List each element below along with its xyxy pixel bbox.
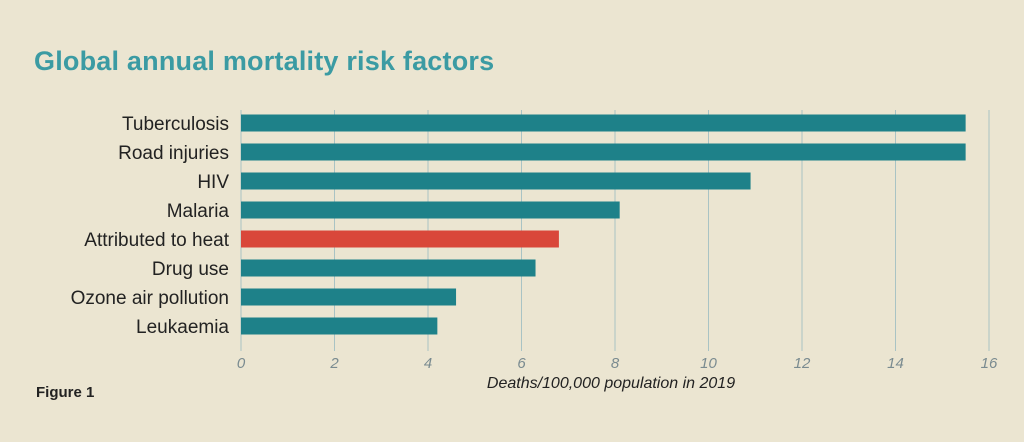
bar-hiv <box>241 172 751 190</box>
category-label: Attributed to heat <box>84 230 229 251</box>
bar-drug-use <box>241 259 536 277</box>
x-tick-label: 6 <box>517 355 526 372</box>
bar-attributed-to-heat <box>241 230 559 248</box>
category-label: Malaria <box>167 201 230 222</box>
x-tick-label: 0 <box>237 355 246 372</box>
bar-ozone-air-pollution <box>241 288 457 306</box>
figure-caption: Figure 1 <box>36 384 95 401</box>
x-axis-label: Deaths/100,000 population in 2019 <box>487 375 735 392</box>
category-label: Tuberculosis <box>122 114 229 135</box>
chart-title: Global annual mortality risk factors <box>34 46 495 76</box>
category-label: Leukaemia <box>136 317 229 338</box>
bar-tuberculosis <box>241 114 966 132</box>
x-tick-label: 16 <box>981 355 998 372</box>
category-label: Ozone air pollution <box>71 288 229 309</box>
x-tick-label: 10 <box>700 355 717 372</box>
category-label: Drug use <box>152 259 229 280</box>
x-tick-label: 8 <box>611 355 620 372</box>
x-tick-label: 12 <box>794 355 811 372</box>
bar-leukaemia <box>241 317 438 335</box>
x-tick-label: 2 <box>329 355 339 372</box>
x-tick-label: 4 <box>424 355 432 372</box>
bar-malaria <box>241 201 620 219</box>
category-label: HIV <box>197 172 229 193</box>
category-label: Road injuries <box>118 143 229 164</box>
x-tick-label: 14 <box>887 355 904 372</box>
bar-road-injuries <box>241 143 966 161</box>
